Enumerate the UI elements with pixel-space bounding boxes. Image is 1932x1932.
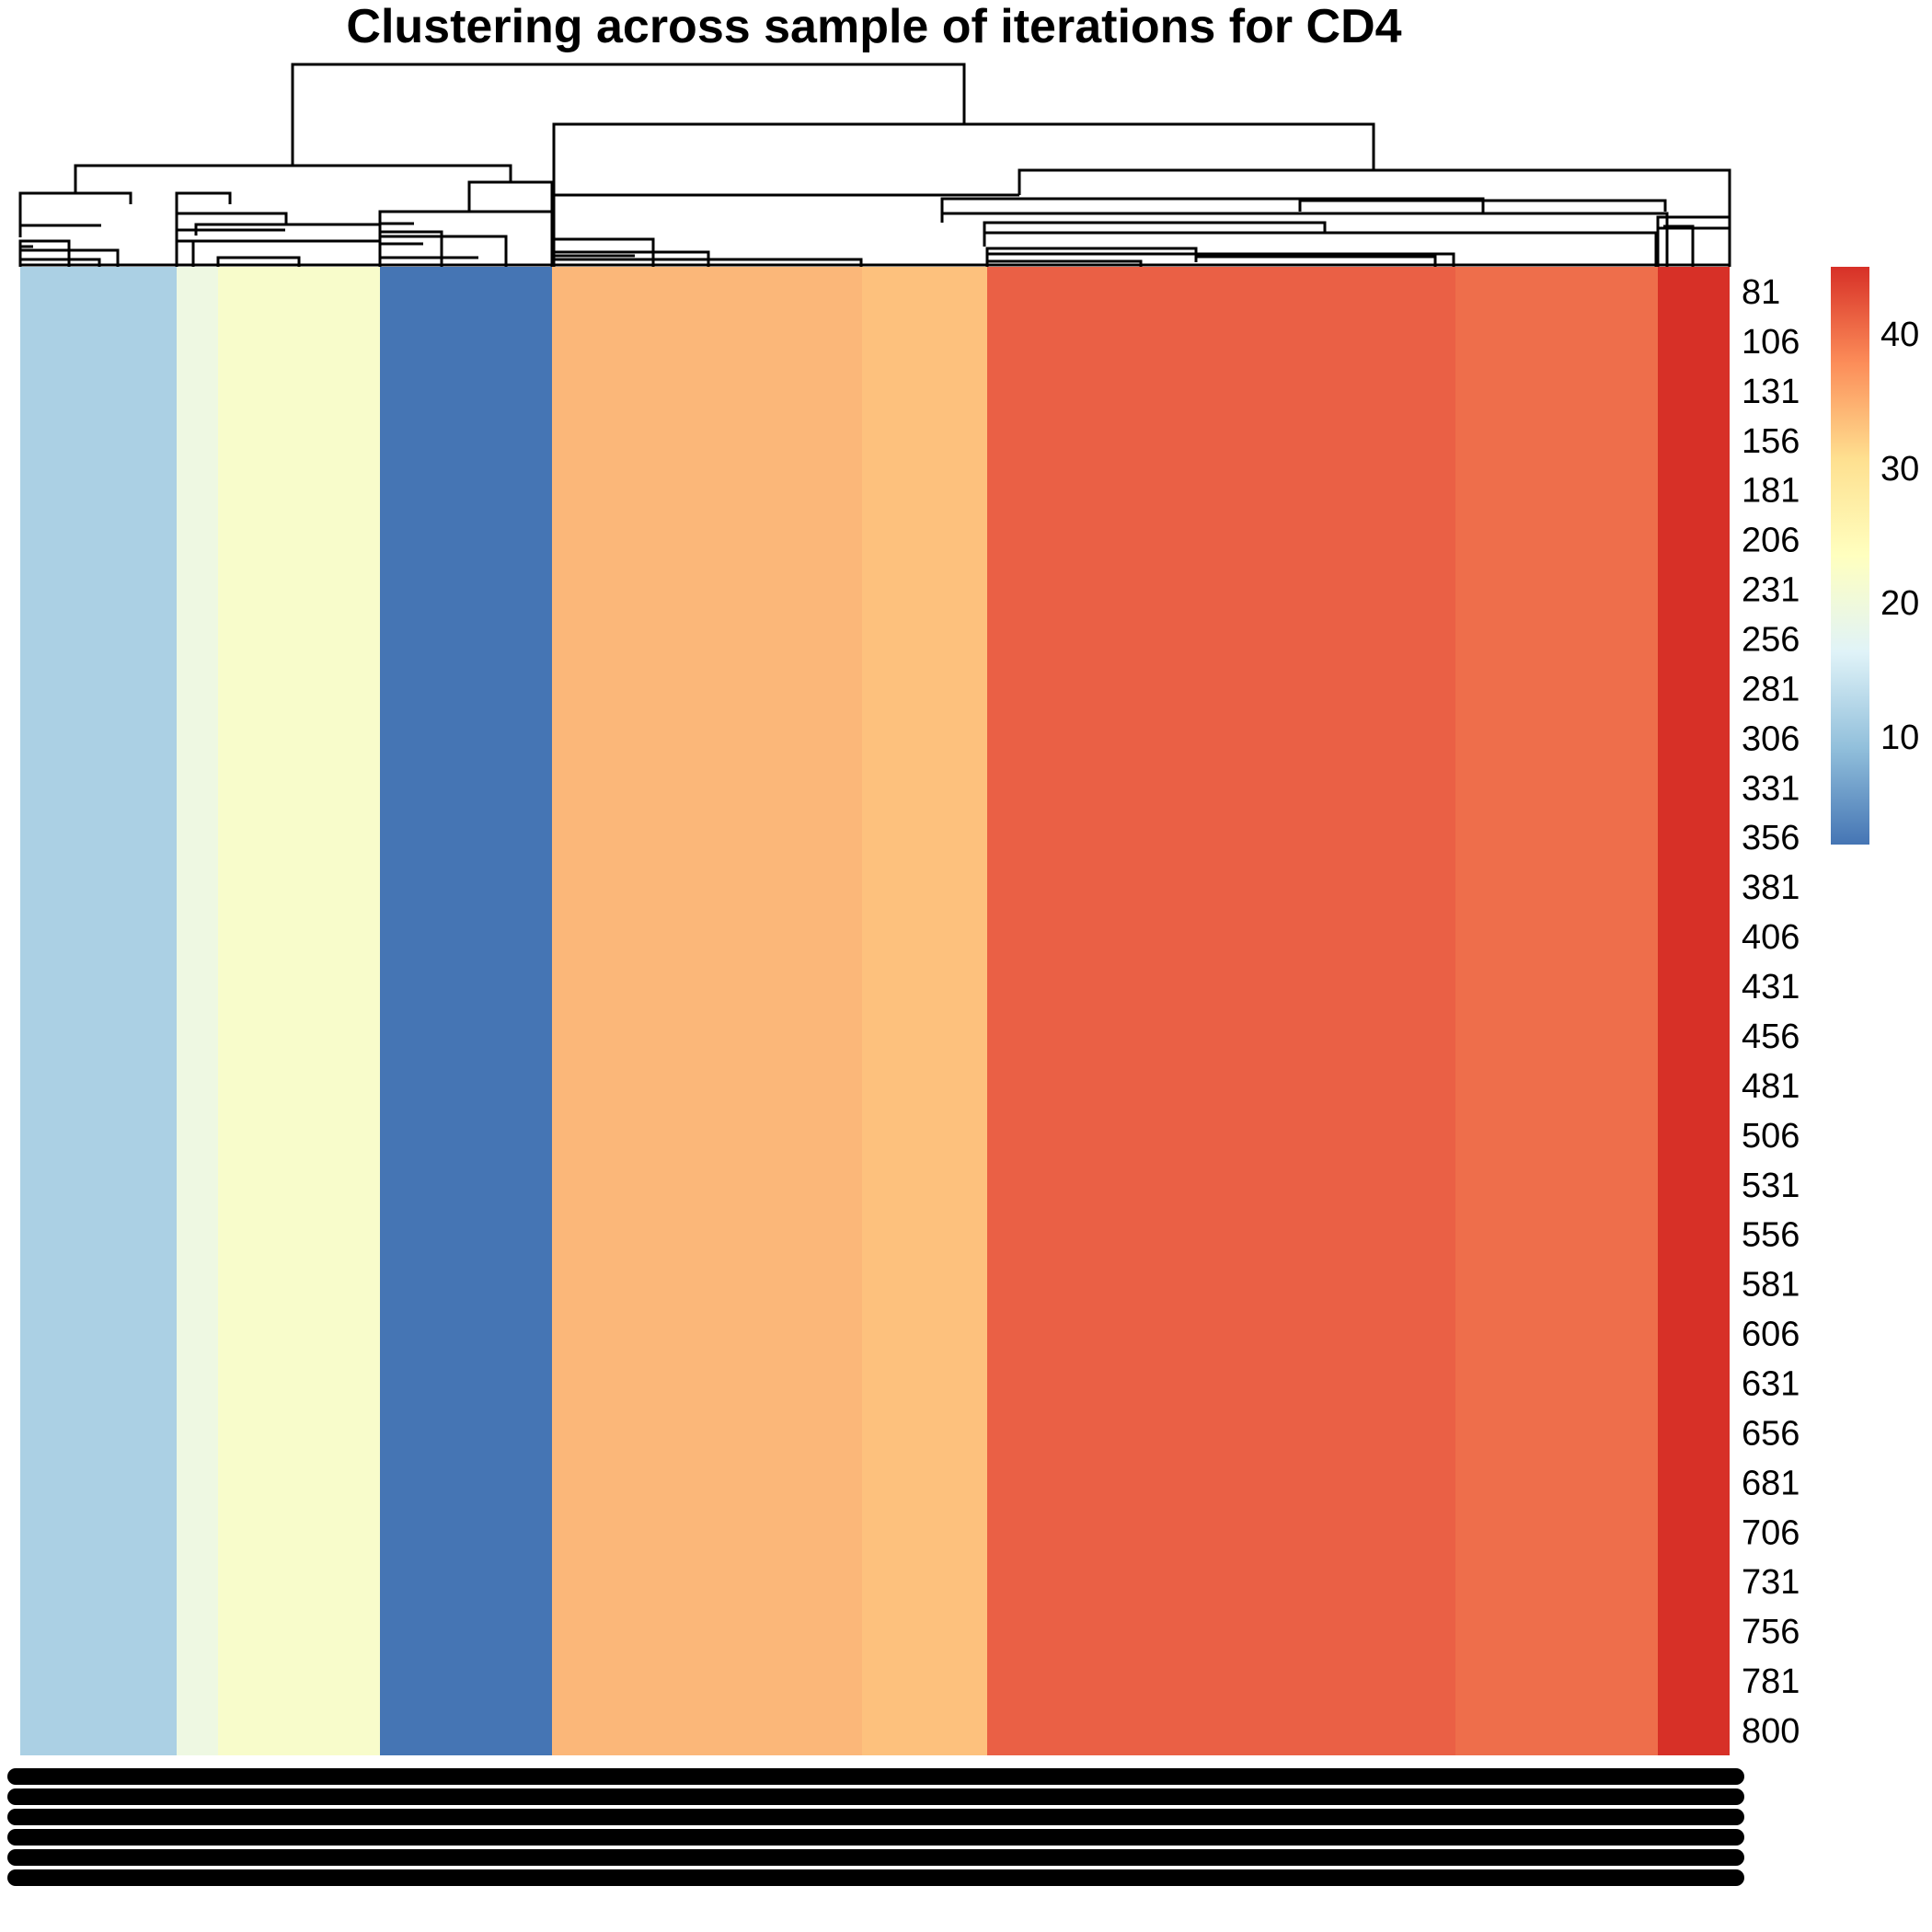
dendrogram-branch <box>983 231 1658 267</box>
dendrogram-branch <box>1298 199 1667 212</box>
row-label: 206 <box>1742 522 1800 560</box>
row-label: 406 <box>1742 918 1800 957</box>
heatmap-column-block <box>862 267 987 1755</box>
dendrogram-branch <box>940 212 1669 267</box>
row-label: 556 <box>1742 1216 1800 1255</box>
heatmap-column-block <box>380 267 552 1755</box>
legend-tick-label: 20 <box>1880 584 1919 623</box>
dendrogram-branch <box>983 221 1327 239</box>
heatmap-column-block <box>1455 267 1658 1755</box>
dendrogram-branch <box>378 256 478 262</box>
row-label: 381 <box>1742 868 1800 907</box>
column-label-block <box>7 1809 1744 1825</box>
heatmap-column-block <box>987 267 1455 1755</box>
row-label: 756 <box>1742 1613 1800 1651</box>
row-label: 106 <box>1742 323 1800 362</box>
legend-tick-label: 10 <box>1880 719 1919 757</box>
heatmap-column-block <box>177 267 218 1755</box>
row-label: 506 <box>1742 1117 1800 1156</box>
row-label: 281 <box>1742 670 1800 708</box>
legend-color-bar <box>1831 267 1869 845</box>
row-label: 531 <box>1742 1167 1800 1205</box>
row-label: 800 <box>1742 1712 1800 1751</box>
dendrogram-branch <box>1194 255 1437 267</box>
heatmap-cells <box>20 267 1730 1755</box>
dendrogram-branch <box>175 228 285 248</box>
row-label: 231 <box>1742 571 1800 610</box>
legend-tick-label: 30 <box>1880 450 1919 489</box>
dendrogram-branch <box>940 197 1485 213</box>
row-label: 456 <box>1742 1018 1800 1056</box>
row-label: 581 <box>1742 1266 1800 1305</box>
row-label: 306 <box>1742 719 1800 758</box>
row-label: 131 <box>1742 373 1800 411</box>
dendrogram-branch <box>18 245 33 267</box>
dendrogram-branch <box>18 239 71 267</box>
row-label: 256 <box>1742 621 1800 660</box>
column-label-block <box>7 1768 1744 1785</box>
column-dendrogram <box>18 63 1731 267</box>
dendrogram-branch <box>1663 224 1695 267</box>
column-label-block <box>7 1788 1744 1805</box>
row-label: 706 <box>1742 1513 1800 1552</box>
dendrogram-branch <box>552 254 635 262</box>
row-label: 606 <box>1742 1316 1800 1354</box>
dendrogram-branch <box>175 239 195 267</box>
row-label: 656 <box>1742 1414 1800 1453</box>
dendrogram-branch <box>1656 215 1730 228</box>
dendrogram-branch <box>378 210 552 230</box>
row-label: 81 <box>1742 273 1780 312</box>
dendrogram-branch <box>1018 168 1731 267</box>
color-legend: 10 20 30 40 <box>1831 267 1919 845</box>
dendrogram-branch <box>191 239 380 248</box>
dendrogram-branch <box>378 222 414 225</box>
row-label: 356 <box>1742 819 1800 857</box>
row-label: 181 <box>1742 472 1800 511</box>
dendrogram-branch <box>291 63 966 166</box>
dendrogram-branch <box>18 191 132 225</box>
dendrogram-branch <box>378 242 423 253</box>
chart-title: Clustering across sample of iterations f… <box>346 0 1401 53</box>
column-label-block <box>7 1849 1744 1866</box>
row-label: 156 <box>1742 422 1800 461</box>
dendrogram-branch <box>378 235 508 267</box>
row-label: 731 <box>1742 1563 1800 1602</box>
heatmap-column-block <box>1658 267 1730 1755</box>
row-label: 331 <box>1742 769 1800 808</box>
column-label-block <box>7 1869 1744 1886</box>
heatmap-column-block <box>552 267 862 1755</box>
dendrogram-branch <box>467 180 554 267</box>
dendrogram-branch <box>216 256 301 267</box>
dendrogram-branch <box>18 224 101 237</box>
dendrogram-branch <box>74 164 512 193</box>
row-label: 681 <box>1742 1464 1800 1502</box>
column-label-block <box>7 1829 1744 1846</box>
row-labels: 81 106 131 156 181 206 231 256 281 306 331 356 381 40… <box>1742 273 1800 1751</box>
heatmap-column-block <box>218 267 380 1755</box>
dendrogram-branch <box>550 193 1019 267</box>
dendrogram-branch <box>175 191 232 241</box>
row-label: 431 <box>1742 968 1800 1006</box>
row-label: 481 <box>1742 1067 1800 1106</box>
row-label: 631 <box>1742 1365 1800 1404</box>
legend-tick-label: 40 <box>1880 316 1919 354</box>
column-labels <box>7 1768 1744 1886</box>
heatmap-column-block <box>20 267 177 1755</box>
row-label: 781 <box>1742 1662 1800 1701</box>
